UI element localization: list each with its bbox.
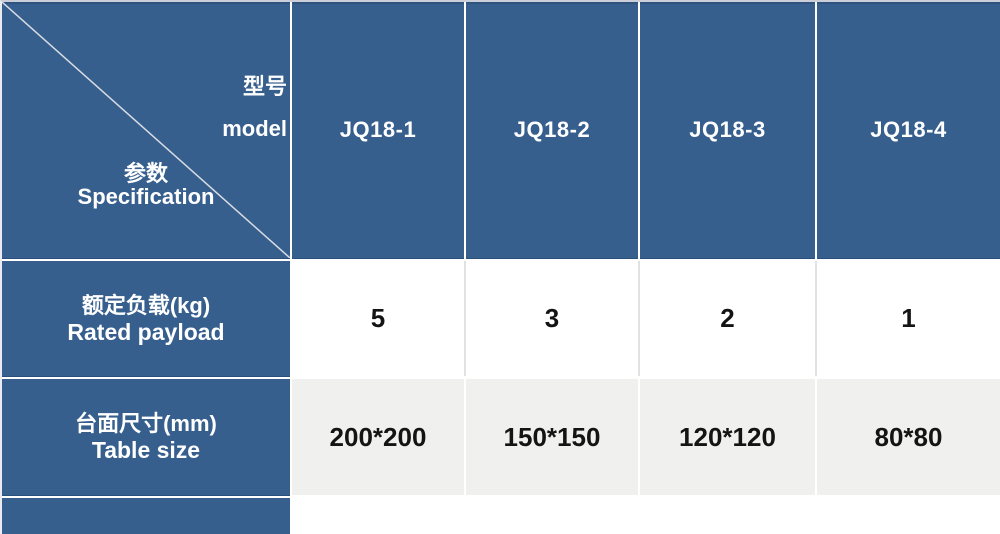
row-label-table-size-en: Table size — [91, 437, 201, 463]
corner-spec-label-en: Specification — [77, 184, 215, 209]
value-table-size-jq18-4: 80*80 — [817, 379, 1000, 495]
value-table-size-jq18-1: 200*200 — [292, 379, 464, 495]
row-label-rated-payload-zh: 额定负载(kg) — [81, 292, 211, 318]
corner-header-cell: 型号 model 参数 Specification — [2, 2, 290, 258]
corner-model-label-en: model — [222, 116, 287, 141]
value-rated-payload-jq18-2: 3 — [466, 261, 638, 376]
column-header-jq18-2: JQ18-2 — [466, 2, 638, 258]
corner-spec-label: 参数 Specification — [2, 162, 290, 208]
row-label-rated-payload-en: Rated payload — [67, 318, 225, 345]
partial-row-label-cell — [2, 498, 290, 534]
row-label-rated-payload: 额定负载(kg) Rated payload — [2, 261, 290, 376]
row-label-table-size-zh: 台面尺寸(mm) — [75, 411, 217, 436]
row-label-table-size: 台面尺寸(mm) Table size — [2, 379, 290, 495]
column-header-jq18-1: JQ18-1 — [292, 2, 464, 258]
value-table-size-jq18-3: 120*120 — [640, 379, 815, 495]
value-table-size-jq18-2: 150*150 — [466, 379, 638, 495]
column-header-jq18-4: JQ18-4 — [817, 2, 1000, 258]
value-rated-payload-jq18-3: 2 — [640, 261, 815, 376]
column-header-jq18-3: JQ18-3 — [640, 2, 815, 258]
corner-model-label-zh: 型号 — [242, 74, 287, 99]
diagonal-divider-line — [2, 2, 290, 258]
corner-spec-label-zh: 参数 — [123, 161, 168, 186]
partial-row-empty-cell — [292, 498, 1000, 534]
value-rated-payload-jq18-4: 1 — [817, 261, 1000, 376]
corner-model-label: 型号 model — [222, 66, 287, 150]
value-rated-payload-jq18-1: 5 — [292, 261, 464, 376]
